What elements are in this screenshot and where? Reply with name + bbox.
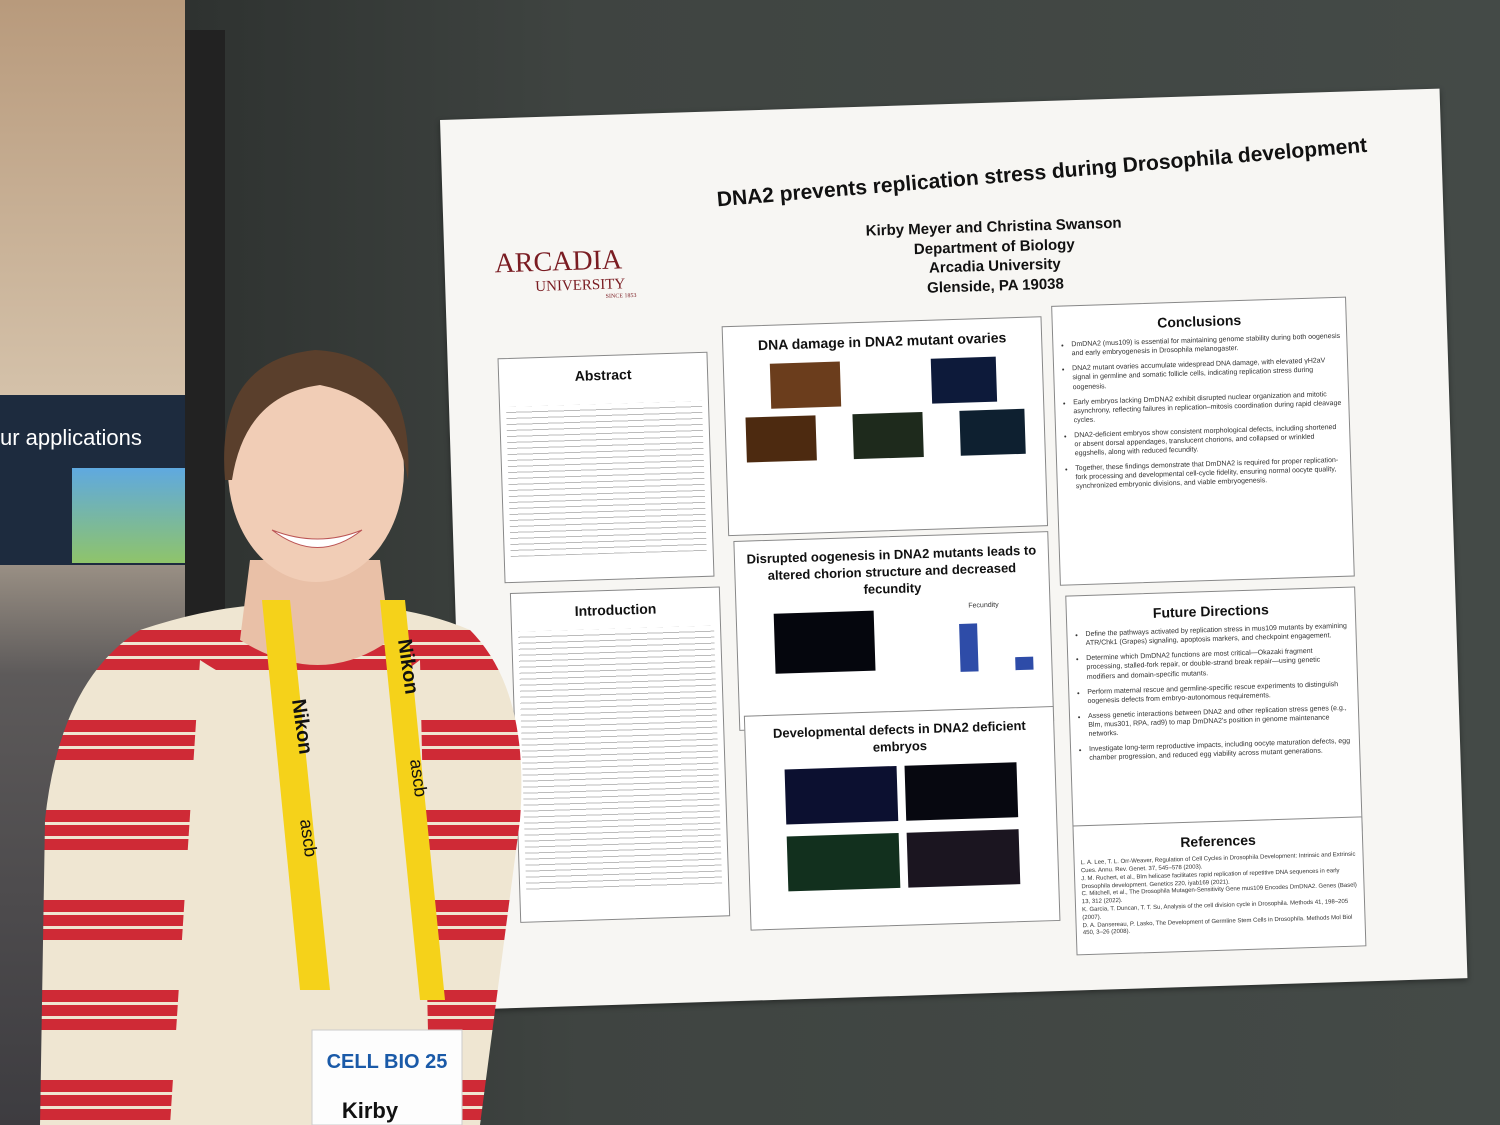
- smile: [271, 529, 363, 548]
- sign-text: ur applications: [0, 425, 142, 450]
- badge-event: CELL BIO 25: [327, 1051, 448, 1073]
- badge-name: Kirby: [342, 1098, 399, 1123]
- badge: [311, 1029, 463, 1125]
- booth-screen: [72, 468, 204, 563]
- lanyard-right: [380, 600, 445, 1000]
- hair: [224, 350, 409, 480]
- face: [228, 358, 404, 582]
- lanyard-left: [262, 600, 330, 990]
